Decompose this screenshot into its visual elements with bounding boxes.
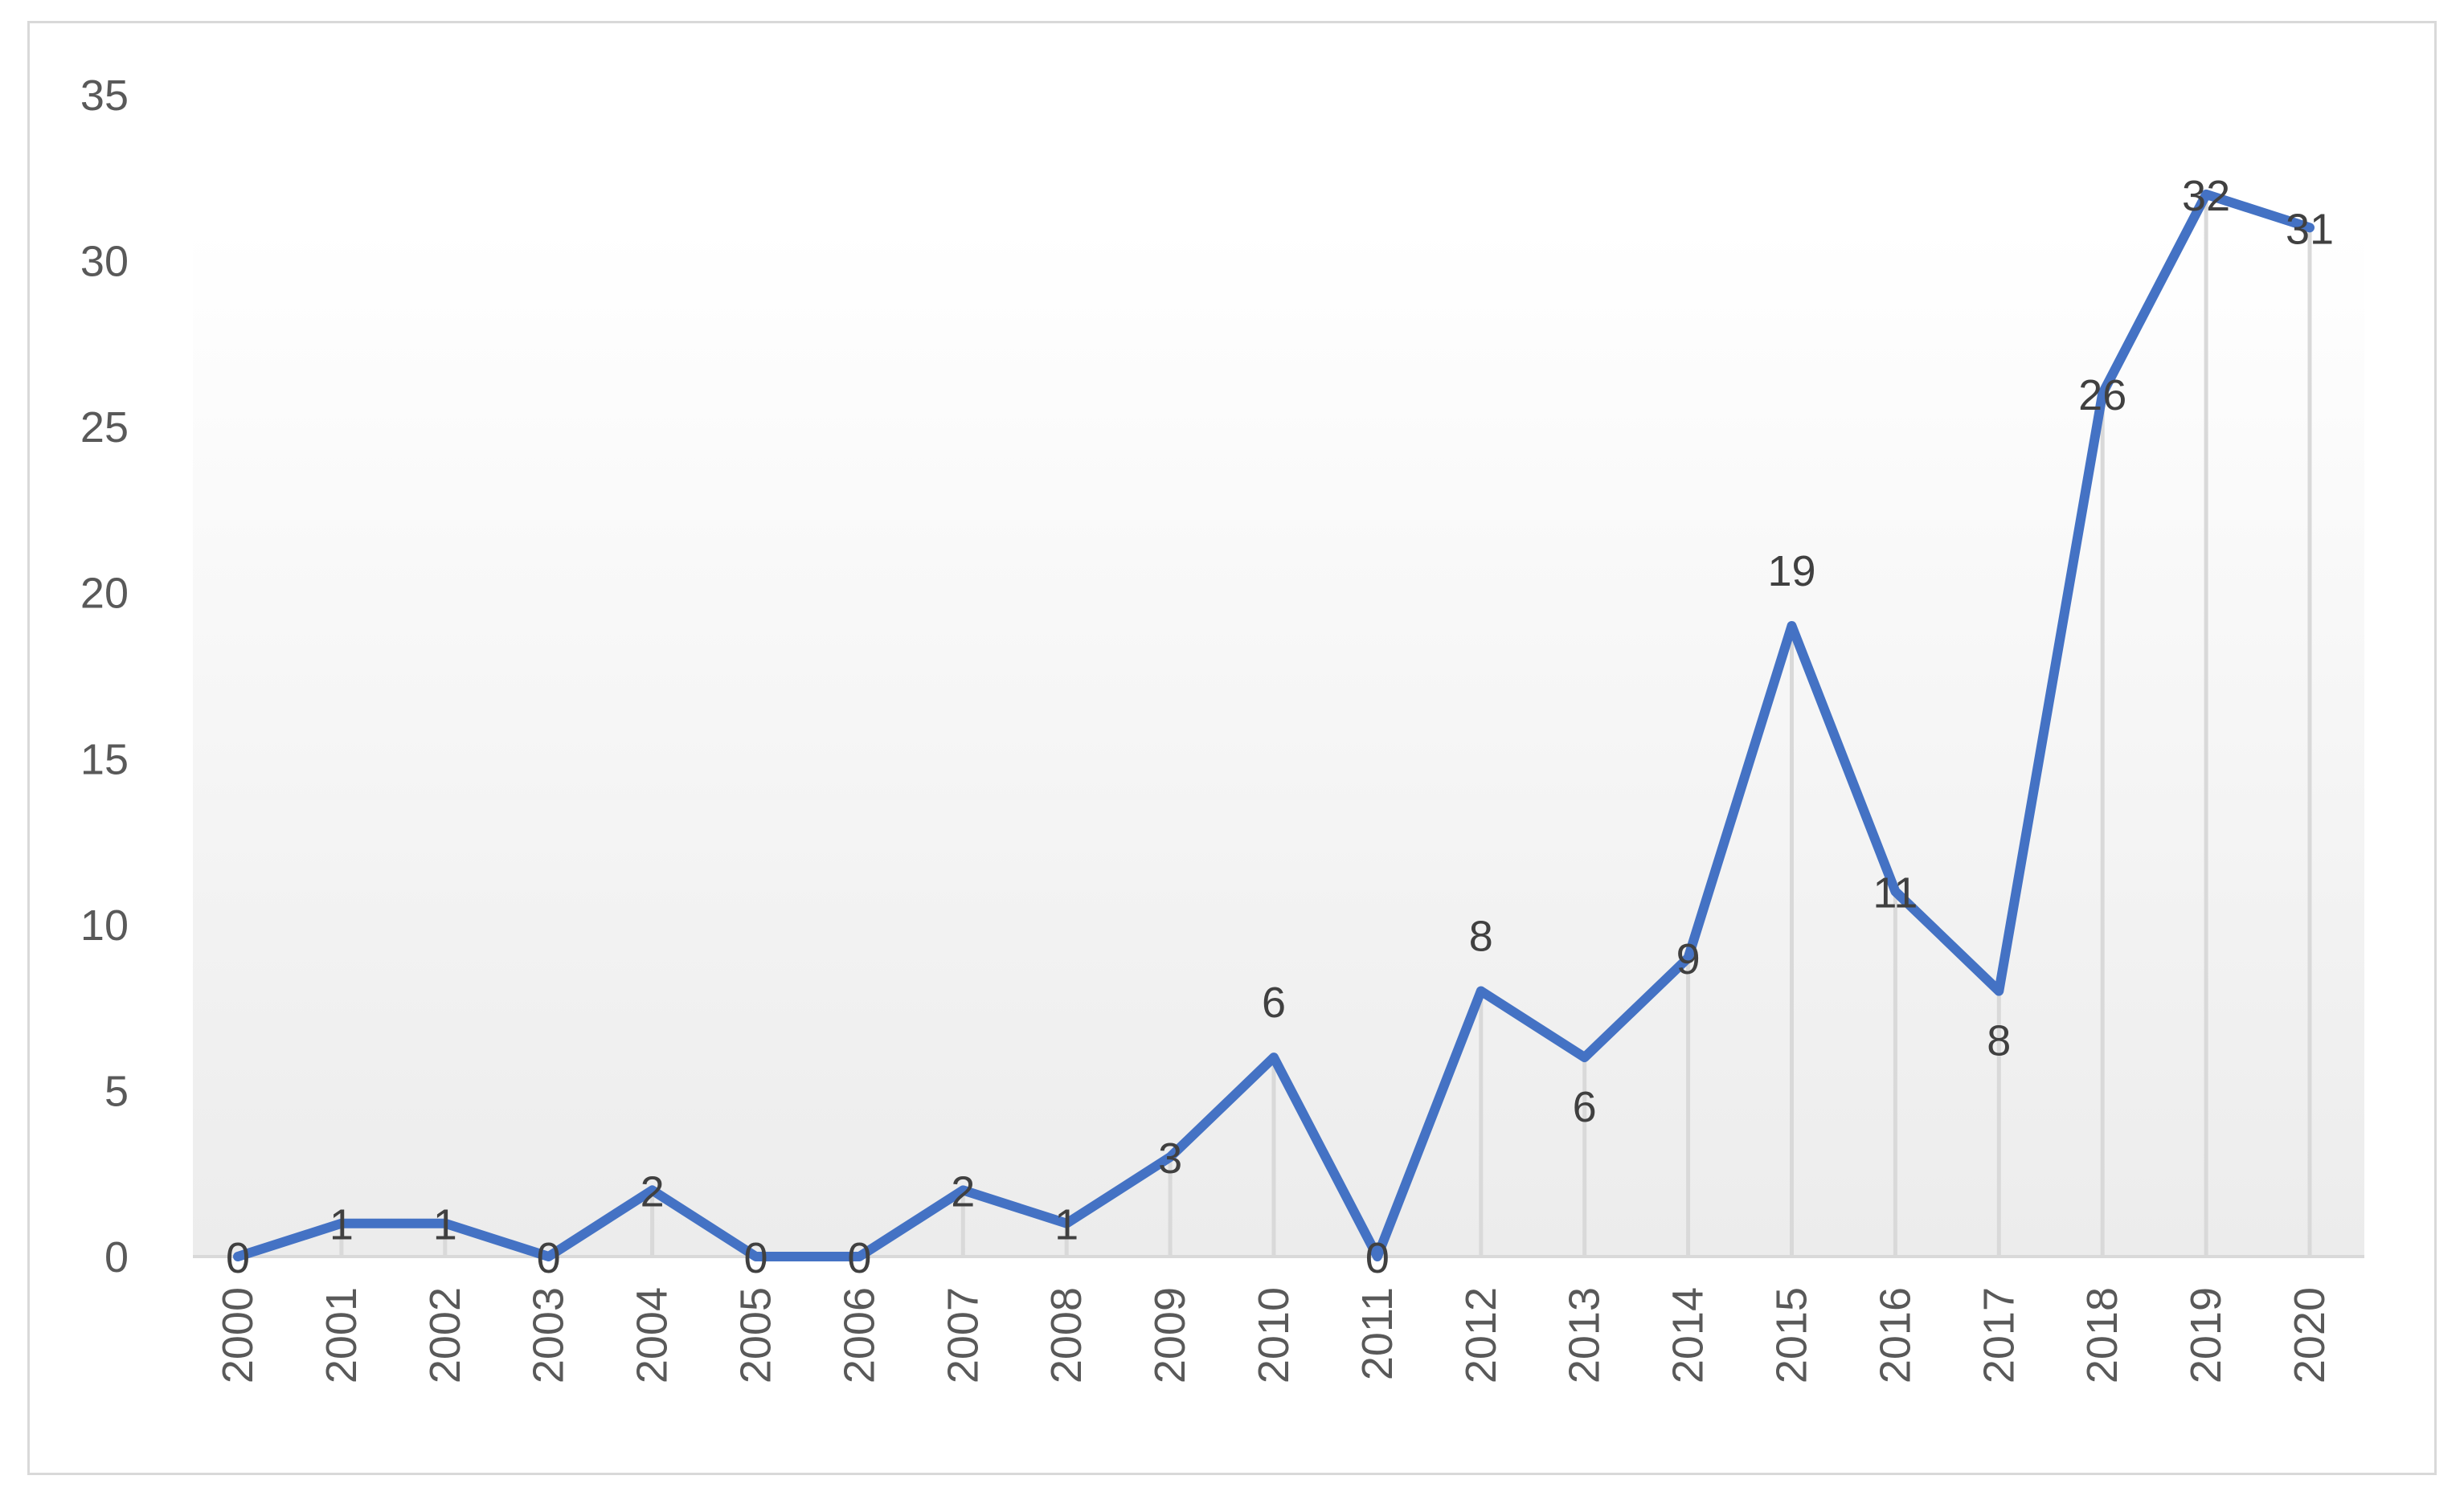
- y-tick-label: 30: [80, 238, 129, 286]
- x-tick-label: 2009: [1146, 1287, 1194, 1384]
- x-tick-label: 2014: [1664, 1287, 1713, 1384]
- x-tick-label: 2001: [317, 1287, 366, 1384]
- data-label: 1: [433, 1201, 457, 1249]
- data-label: 19: [1767, 547, 1815, 595]
- drop-lines: [339, 194, 2312, 1257]
- x-tick-label: 2006: [835, 1287, 883, 1384]
- x-tick-label: 2020: [2286, 1287, 2334, 1384]
- plot-area: [193, 227, 2364, 1257]
- y-tick-label: 20: [80, 570, 129, 618]
- x-axis-ticks: 2000 2001 2002 2003 2004 2005 2006 2007 2008 2009…: [214, 1287, 2334, 1384]
- x-tick-label: 2003: [525, 1287, 573, 1384]
- x-tick-label: 2000: [214, 1287, 262, 1384]
- x-tick-label: 2010: [1250, 1287, 1298, 1384]
- x-tick-label: 2017: [1975, 1287, 2023, 1384]
- data-label: 8: [1469, 912, 1493, 960]
- data-label: 0: [847, 1234, 871, 1282]
- x-tick-label: 2002: [421, 1287, 469, 1384]
- data-label: 26: [2078, 371, 2126, 419]
- x-tick-label: 2007: [939, 1287, 987, 1384]
- data-label: 0: [743, 1234, 767, 1282]
- x-tick-label: 2011: [1353, 1287, 1402, 1380]
- y-tick-label: 15: [80, 735, 129, 783]
- x-tick-label: 2016: [1871, 1287, 1919, 1384]
- data-label: 2: [641, 1167, 665, 1216]
- y-tick-label: 10: [80, 901, 129, 950]
- data-label: 8: [1987, 1016, 2011, 1065]
- x-tick-label: 2004: [628, 1287, 677, 1384]
- data-label: 31: [2286, 205, 2334, 253]
- data-label: 3: [1158, 1134, 1182, 1183]
- x-tick-label: 2012: [1457, 1287, 1505, 1384]
- y-tick-label: 0: [104, 1233, 129, 1281]
- data-label: 9: [1676, 935, 1701, 983]
- data-label: 1: [1054, 1201, 1079, 1249]
- data-label: 0: [226, 1234, 250, 1282]
- series-line: [233, 189, 2315, 1261]
- data-label: 0: [1365, 1234, 1390, 1282]
- x-tick-label: 2018: [2078, 1287, 2126, 1384]
- data-label: 6: [1573, 1083, 1597, 1131]
- data-label: 11: [1873, 869, 1918, 918]
- data-label: 6: [1262, 979, 1286, 1027]
- x-tick-label: 2005: [732, 1287, 780, 1384]
- data-label: 0: [537, 1234, 561, 1282]
- y-tick-label: 35: [80, 72, 129, 120]
- data-label: 32: [2182, 172, 2230, 220]
- x-tick-label: 2019: [2182, 1287, 2230, 1384]
- y-tick-label: 25: [80, 403, 129, 452]
- y-axis-ticks: 0 5 10 15 20 25 30 35: [80, 72, 129, 1281]
- x-tick-label: 2015: [1768, 1287, 1816, 1384]
- x-tick-label: 2013: [1561, 1287, 1609, 1384]
- data-label: 1: [329, 1201, 354, 1249]
- data-label: 2: [951, 1167, 975, 1216]
- x-tick-label: 2008: [1042, 1287, 1091, 1384]
- y-tick-label: 5: [104, 1067, 129, 1115]
